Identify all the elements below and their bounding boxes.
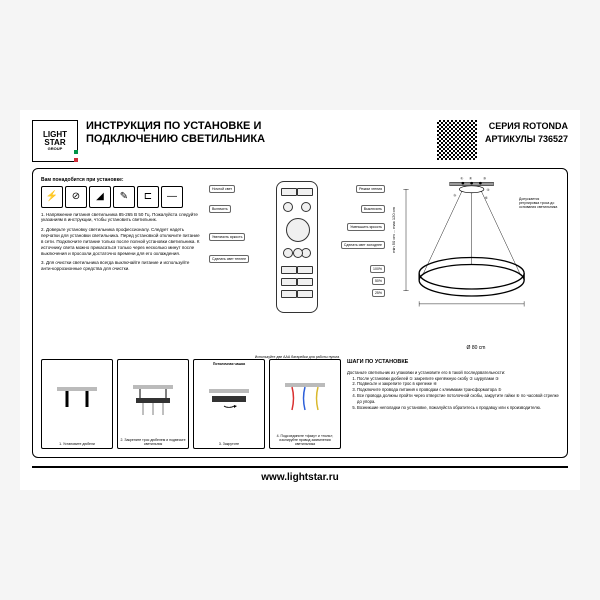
remote-button bbox=[281, 278, 297, 286]
remote-button bbox=[283, 248, 293, 258]
remote-control-icon bbox=[276, 181, 318, 313]
tools-row: ⚡ ⊘ ◢ ✎ ⊏ — bbox=[41, 186, 201, 208]
step-box: 2. Закрепите трос дюбелем и подвесьте св… bbox=[117, 359, 189, 449]
remote-button bbox=[281, 188, 297, 196]
tool-icon: — bbox=[161, 186, 183, 208]
doc-title: ИНСТРУКЦИЯ ПО УСТАНОВКЕ И ПОДКЛЮЧЕНИЮ СВ… bbox=[86, 120, 429, 146]
remote-button bbox=[281, 266, 297, 274]
header: LIGHT STAR GROUP ИНСТРУКЦИЯ ПО УСТАНОВКЕ… bbox=[32, 120, 568, 162]
logo-line3: GROUP bbox=[48, 147, 63, 151]
tool-icon: ⊘ bbox=[65, 186, 87, 208]
remote-column: Ночной свет Включить Увеличить яркость С… bbox=[207, 177, 387, 359]
step-box: 1. Установите дюбели bbox=[41, 359, 113, 449]
step-item: Возникшие неполадки по установке, пожалу… bbox=[357, 405, 559, 411]
remote-button bbox=[281, 290, 297, 298]
step-boxes: 1. Установите дюбели bbox=[41, 359, 341, 449]
tool-icon: ⚡ bbox=[41, 186, 63, 208]
main-content: Вам понадобится при установке: ⚡ ⊘ ◢ ✎ ⊏… bbox=[32, 168, 568, 458]
brand-logo: LIGHT STAR GROUP bbox=[32, 120, 78, 162]
remote-note: Используйте две ААА батарейки для работы… bbox=[207, 355, 387, 359]
step-caption: 1. Установите дюбели bbox=[44, 442, 110, 446]
remote-button bbox=[297, 278, 313, 286]
lamp-diagram: ① ② ③ ④ ⑤ ⑥ bbox=[393, 177, 559, 359]
step-pic bbox=[44, 362, 110, 442]
steps-list: ШАГИ ПО УСТАНОВКЕ Достаньте светильник и… bbox=[347, 359, 559, 449]
paragraph: 3. Для очистки светильника всегда выключ… bbox=[41, 260, 201, 272]
callout: Сделать свет холоднее bbox=[341, 241, 385, 249]
callout: Ночной свет bbox=[209, 185, 235, 193]
remote-button bbox=[283, 202, 293, 212]
bottom-row: 1. Установите дюбели bbox=[41, 359, 559, 449]
qr-code-icon bbox=[437, 120, 477, 160]
callout: 25% bbox=[372, 289, 385, 297]
paragraph: 1. Напряжение питания светильника 85-265… bbox=[41, 212, 201, 224]
callout: Увеличить яркость bbox=[209, 233, 245, 241]
paragraph: 2. Доверьте установку светильника профес… bbox=[41, 227, 201, 256]
series-block: СЕРИЯ ROTONDA АРТИКУЛЫ 736527 bbox=[485, 120, 568, 145]
diagram-note: Допускается регулировка троса до основан… bbox=[519, 197, 559, 209]
height-label: min 50 cm ... max 120 cm bbox=[391, 207, 396, 253]
instruction-sheet: LIGHT STAR GROUP ИНСТРУКЦИЯ ПО УСТАНОВКЕ… bbox=[20, 110, 580, 490]
remote-button bbox=[301, 202, 311, 212]
footer-url: www.lightstar.ru bbox=[32, 466, 568, 483]
steps-heading: ШАГИ ПО УСТАНОВКЕ bbox=[347, 359, 559, 367]
diameter-label: Ø 80 cm bbox=[393, 345, 559, 351]
tool-icon: ◢ bbox=[89, 186, 111, 208]
step-box: 4. Подсоедините «фазу» и «ноль», изолиру… bbox=[269, 359, 341, 449]
tool-icon: ✎ bbox=[113, 186, 135, 208]
svg-text:③: ③ bbox=[483, 177, 487, 181]
tool-icon: ⊏ bbox=[137, 186, 159, 208]
svg-text:⑤: ⑤ bbox=[453, 193, 457, 197]
callout: 50% bbox=[372, 277, 385, 285]
callout: Сделать свет теплее bbox=[209, 255, 249, 263]
remote-button bbox=[297, 266, 313, 274]
remote-button bbox=[297, 188, 313, 196]
callout: Выключить bbox=[361, 205, 385, 213]
top-row: Вам понадобится при установке: ⚡ ⊘ ◢ ✎ ⊏… bbox=[41, 177, 559, 359]
title-line1: ИНСТРУКЦИЯ ПО УСТАНОВКЕ И bbox=[86, 120, 429, 133]
remote-button bbox=[293, 248, 303, 258]
title-line2: ПОДКЛЮЧЕНИЮ СВЕТИЛЬНИКА bbox=[86, 133, 429, 146]
step-item: Все провода должны пройти через отверсти… bbox=[357, 393, 559, 405]
step-box: Потолочная чашка 3. Закрутите bbox=[193, 359, 265, 449]
svg-text:④: ④ bbox=[487, 188, 491, 192]
series-articles: АРТИКУЛЫ 736527 bbox=[485, 133, 568, 146]
series-label: СЕРИЯ ROTONDA bbox=[485, 120, 568, 133]
callout: 100% bbox=[370, 265, 385, 273]
tools-heading: Вам понадобится при установке: bbox=[41, 177, 201, 184]
svg-text:②: ② bbox=[469, 177, 473, 181]
svg-text:①: ① bbox=[460, 177, 464, 181]
callout: Уменьшить яркость bbox=[347, 223, 385, 231]
remote-button bbox=[297, 290, 313, 298]
italy-flag-icon bbox=[74, 150, 78, 162]
remote-dpad bbox=[286, 218, 310, 242]
step-caption: 4. Подсоедините «фазу» и «ноль», изолиру… bbox=[272, 434, 338, 446]
step-pic bbox=[196, 366, 262, 442]
step-pic bbox=[120, 362, 186, 438]
instructions-column: Вам понадобится при установке: ⚡ ⊘ ◢ ✎ ⊏… bbox=[41, 177, 201, 359]
step-pic bbox=[272, 362, 338, 434]
step-caption: 3. Закрутите bbox=[196, 442, 262, 446]
callout: Режим чтения bbox=[356, 185, 385, 193]
steps-ol: После установки дюбелей ① закрепите креп… bbox=[347, 376, 559, 411]
step-caption: 2. Закрепите трос дюбелем и подвесьте св… bbox=[120, 438, 186, 446]
callout: Включить bbox=[209, 205, 231, 213]
